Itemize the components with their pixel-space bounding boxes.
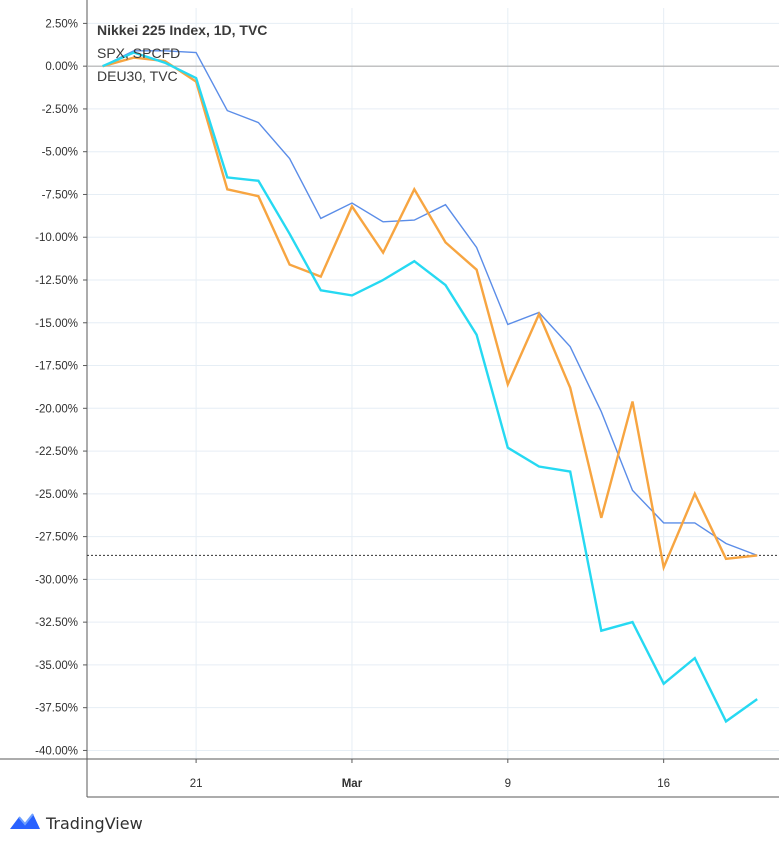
- y-tick-label: -40.00%: [35, 745, 78, 757]
- x-axis-labels: 21Mar91623: [190, 778, 670, 790]
- y-tick-label: -37.50%: [35, 703, 78, 715]
- y-tick-label: -35.00%: [35, 660, 78, 672]
- series-line-1: [102, 50, 758, 557]
- legend-series-1: Nikkei 225 Index, 1D, TVC: [97, 22, 267, 38]
- y-axis-labels: 2.50% 0.00% -2.50% -5.00% -7.50% -10.00% -12.5…: [35, 18, 78, 757]
- series-lines: [102, 50, 758, 724]
- y-tick-label: -12.50%: [35, 275, 78, 287]
- y-tick-label: -2.50%: [42, 104, 78, 116]
- y-tick-label: -30.00%: [35, 574, 78, 586]
- brand-name: TradingView: [46, 814, 143, 833]
- y-tick-label: -27.50%: [35, 532, 78, 544]
- series-line-3: [102, 51, 758, 724]
- legend: Nikkei 225 Index, 1D, TVC SPX, SPCFD DEU…: [97, 22, 267, 84]
- tradingview-brand[interactable]: TradingView: [8, 811, 143, 836]
- x-tick-label: 21: [190, 778, 203, 790]
- y-tick-label: -20.00%: [35, 403, 78, 415]
- y-tick-label: -7.50%: [42, 189, 78, 201]
- y-tick-label: 2.50%: [45, 18, 78, 30]
- tradingview-logo-icon: [8, 811, 42, 836]
- axes: [0, 0, 779, 798]
- y-tick-label: -25.00%: [35, 489, 78, 501]
- x-tick-label: Mar: [342, 778, 363, 790]
- y-tick-label: -10.00%: [35, 232, 78, 244]
- legend-series-3: DEU30, TVC: [97, 68, 178, 84]
- legend-series-2: SPX, SPCFD: [97, 45, 180, 61]
- grid: [87, 8, 779, 759]
- y-tick-label: 0.00%: [45, 61, 78, 73]
- y-tick-label: -32.50%: [35, 617, 78, 629]
- series-line-2: [102, 56, 758, 572]
- y-tick-label: -15.00%: [35, 318, 78, 330]
- y-tick-label: -5.00%: [42, 147, 78, 159]
- y-tick-label: -17.50%: [35, 361, 78, 373]
- x-tick-label: 16: [657, 778, 670, 790]
- x-tick-label: 9: [505, 778, 511, 790]
- y-tick-label: -22.50%: [35, 446, 78, 458]
